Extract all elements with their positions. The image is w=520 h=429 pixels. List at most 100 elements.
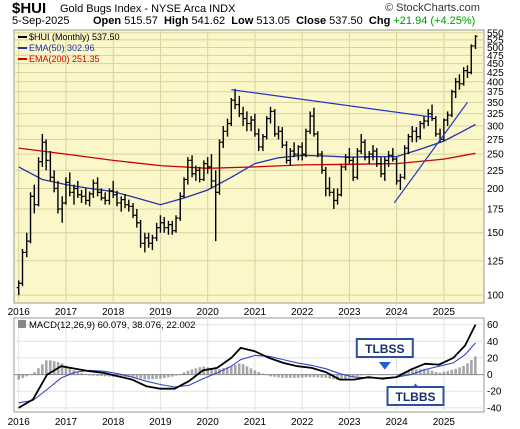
price-y-tick-label: 475 xyxy=(487,51,504,62)
trendline xyxy=(393,101,468,204)
price-y-tick-label: 100 xyxy=(487,291,504,302)
open-label: Open xyxy=(93,15,122,27)
macd-y-tick-label: 20 xyxy=(487,353,499,364)
macd-histogram-bar xyxy=(229,366,233,375)
ohlc-bar xyxy=(430,104,435,122)
ohlc-bar xyxy=(303,128,308,158)
ohlc-bar xyxy=(308,111,313,134)
trendline xyxy=(231,89,433,118)
macd-x-tick-label: 2019 xyxy=(149,417,172,428)
macd-x-tick-label: 2025 xyxy=(433,417,456,428)
macd-histogram-bar xyxy=(411,369,414,375)
macd-histogram-bar xyxy=(68,368,72,375)
macd-histogram-bar xyxy=(104,374,107,377)
macd-histogram-bar xyxy=(308,374,312,378)
macd-histogram-bar xyxy=(391,374,394,376)
ohlc-bar xyxy=(52,170,57,193)
ohlc-bar xyxy=(170,220,175,235)
ohlc-bar xyxy=(390,148,395,162)
ohlc-bar xyxy=(209,154,214,189)
macd-histogram-bar xyxy=(48,360,52,375)
ohlc-bar xyxy=(335,188,340,205)
ohlc-bar xyxy=(201,160,206,181)
ohlc-bar xyxy=(426,109,431,127)
ohlc-bar xyxy=(414,127,419,143)
ohlc-bar xyxy=(95,177,100,197)
ohlc-bar xyxy=(244,111,249,132)
macd-line xyxy=(18,324,477,409)
ohlc-bar xyxy=(402,145,407,180)
ohlc-bar xyxy=(355,148,360,180)
macd-histogram-bar xyxy=(446,370,450,375)
macd-histogram-bar xyxy=(340,374,343,381)
price-y-tick-label: 300 xyxy=(487,122,504,133)
macd-histogram-bar xyxy=(159,374,162,379)
macd-histogram-bar xyxy=(324,374,328,378)
macd-histogram-bar xyxy=(17,374,21,380)
macd-histogram-bar xyxy=(84,374,87,375)
ohlc-bar xyxy=(296,145,301,161)
ohlc-bar xyxy=(264,116,269,140)
ohlc-bar xyxy=(111,180,116,198)
macd-histogram-bar xyxy=(198,367,202,375)
price-y-tick-label: 150 xyxy=(487,228,504,239)
macd-histogram-bar xyxy=(52,361,56,375)
ohlc-bar xyxy=(370,145,375,161)
macd-x-tick-label: 2021 xyxy=(244,417,267,428)
price-x-tick-label: 2016 xyxy=(8,307,31,318)
annotation-label: TLBSS xyxy=(365,342,404,356)
macd-histogram-bar xyxy=(174,374,178,376)
macd-histogram-bar xyxy=(454,368,457,375)
ohlc-bar xyxy=(469,44,474,75)
macd-histogram-bar xyxy=(44,360,48,375)
macd-histogram-bar xyxy=(131,374,135,378)
macd-histogram-bar xyxy=(206,367,209,375)
macd-x-tick-label: 2017 xyxy=(55,417,78,428)
ohlc-bar xyxy=(40,133,45,167)
macd-histogram-bar xyxy=(210,368,213,375)
ema200-line xyxy=(18,147,476,169)
macd-histogram-bar xyxy=(414,369,418,375)
ohlc-bar xyxy=(233,88,238,110)
ohlc-bar xyxy=(225,118,230,137)
macd-x-tick-label: 2024 xyxy=(385,417,408,428)
macd-histogram-bar xyxy=(21,374,24,378)
symbol-title: $HUI xyxy=(12,0,47,17)
ohlc-bar xyxy=(134,208,139,228)
price-y-tick-label: 200 xyxy=(487,184,504,195)
price-y-tick-label: 350 xyxy=(487,98,504,109)
ohlc-bar xyxy=(185,157,190,185)
macd-histogram-bar xyxy=(375,374,379,376)
ohlc-bar xyxy=(315,131,320,158)
high-value: 541.62 xyxy=(191,15,226,27)
macd-histogram-bar xyxy=(438,372,442,375)
macd-histogram-bar xyxy=(261,373,265,375)
macd-histogram-bar xyxy=(379,374,383,376)
ohlc-bar xyxy=(150,234,155,251)
ohlc-bar xyxy=(362,139,367,161)
ohlc-bar xyxy=(103,192,108,205)
macd-histogram-bar xyxy=(407,370,410,375)
macd-histogram-bar xyxy=(387,374,391,376)
ohlc-bar xyxy=(123,193,128,209)
ohlc-bar xyxy=(91,179,96,198)
price-y-tick-label: 225 xyxy=(487,166,504,177)
macd-histogram-bar xyxy=(458,367,461,375)
macd-histogram-bar xyxy=(178,373,182,375)
ohlc-bar xyxy=(28,192,33,244)
macd-x-tick-label: 2018 xyxy=(102,417,125,428)
macd-histogram-bar xyxy=(151,374,154,380)
ohlc-bar xyxy=(107,188,112,205)
macd-histogram-bar xyxy=(64,365,68,375)
ohlc-bar xyxy=(174,215,179,233)
chart-header: $HUI Gold Bugs Index - NYSE Arca INDX © … xyxy=(0,0,520,28)
macd-histogram-bar xyxy=(316,374,320,378)
macd-histogram-bar xyxy=(60,363,64,375)
macd-y-tick-label: -40 xyxy=(487,403,502,414)
macd-histogram-bar xyxy=(450,369,454,375)
price-y-tick-label: 325 xyxy=(487,109,504,120)
ohlc-bar xyxy=(465,65,470,78)
ohlc-bar xyxy=(193,165,198,181)
ohlc-bar xyxy=(182,177,187,198)
